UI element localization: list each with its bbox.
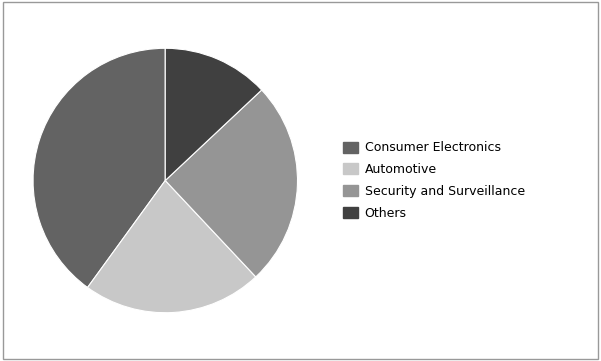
Legend: Consumer Electronics, Automotive, Security and Surveillance, Others: Consumer Electronics, Automotive, Securi… xyxy=(343,142,525,219)
Wedge shape xyxy=(88,180,256,313)
Wedge shape xyxy=(165,90,297,277)
Wedge shape xyxy=(33,48,165,287)
Wedge shape xyxy=(165,48,261,180)
